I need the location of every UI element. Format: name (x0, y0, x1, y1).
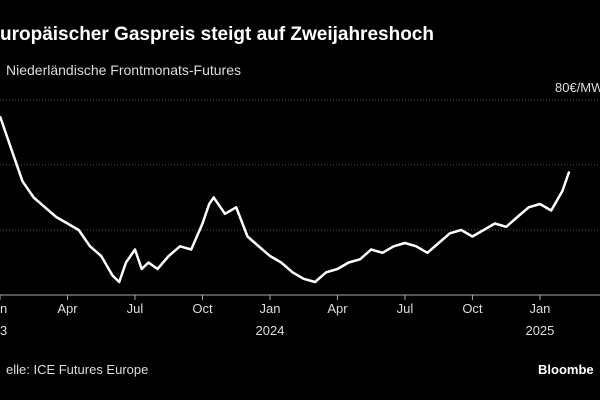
x-year-label: 23 (0, 323, 7, 338)
y-tick-label: 80€/MW (555, 80, 600, 95)
x-tick-label: Oct (462, 301, 483, 316)
chart-title: uropäischer Gaspreis steigt auf Zweijahr… (0, 24, 434, 45)
x-tick-label: Jan (529, 301, 550, 316)
line (0, 115, 571, 284)
x-tick-label: Jul (127, 301, 144, 316)
x-tick-label: an (0, 301, 7, 316)
x-tick-label: Apr (327, 301, 348, 316)
x-tick-label: Jan (259, 301, 280, 316)
x-tick-label: Apr (57, 301, 78, 316)
x-tick-label: Jul (397, 301, 414, 316)
x-tick-label: Oct (192, 301, 213, 316)
source: elle: ICE Futures Europe (6, 362, 148, 377)
x-year-label: 2024 (256, 323, 285, 338)
x-year-label: 2025 (525, 323, 554, 338)
brand: Bloombe (538, 362, 594, 377)
chart-subtitle: Niederländische Frontmonats-Futures (6, 62, 241, 78)
